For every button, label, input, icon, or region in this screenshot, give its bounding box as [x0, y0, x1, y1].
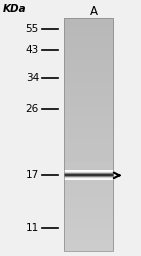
- Text: 17: 17: [26, 170, 39, 180]
- Text: KDa: KDa: [2, 4, 26, 14]
- Text: 11: 11: [26, 223, 39, 233]
- Text: 34: 34: [26, 73, 39, 83]
- Text: 43: 43: [26, 45, 39, 55]
- Text: A: A: [90, 5, 98, 18]
- Text: 55: 55: [26, 24, 39, 35]
- Bar: [64, 18, 113, 251]
- Text: 26: 26: [26, 104, 39, 114]
